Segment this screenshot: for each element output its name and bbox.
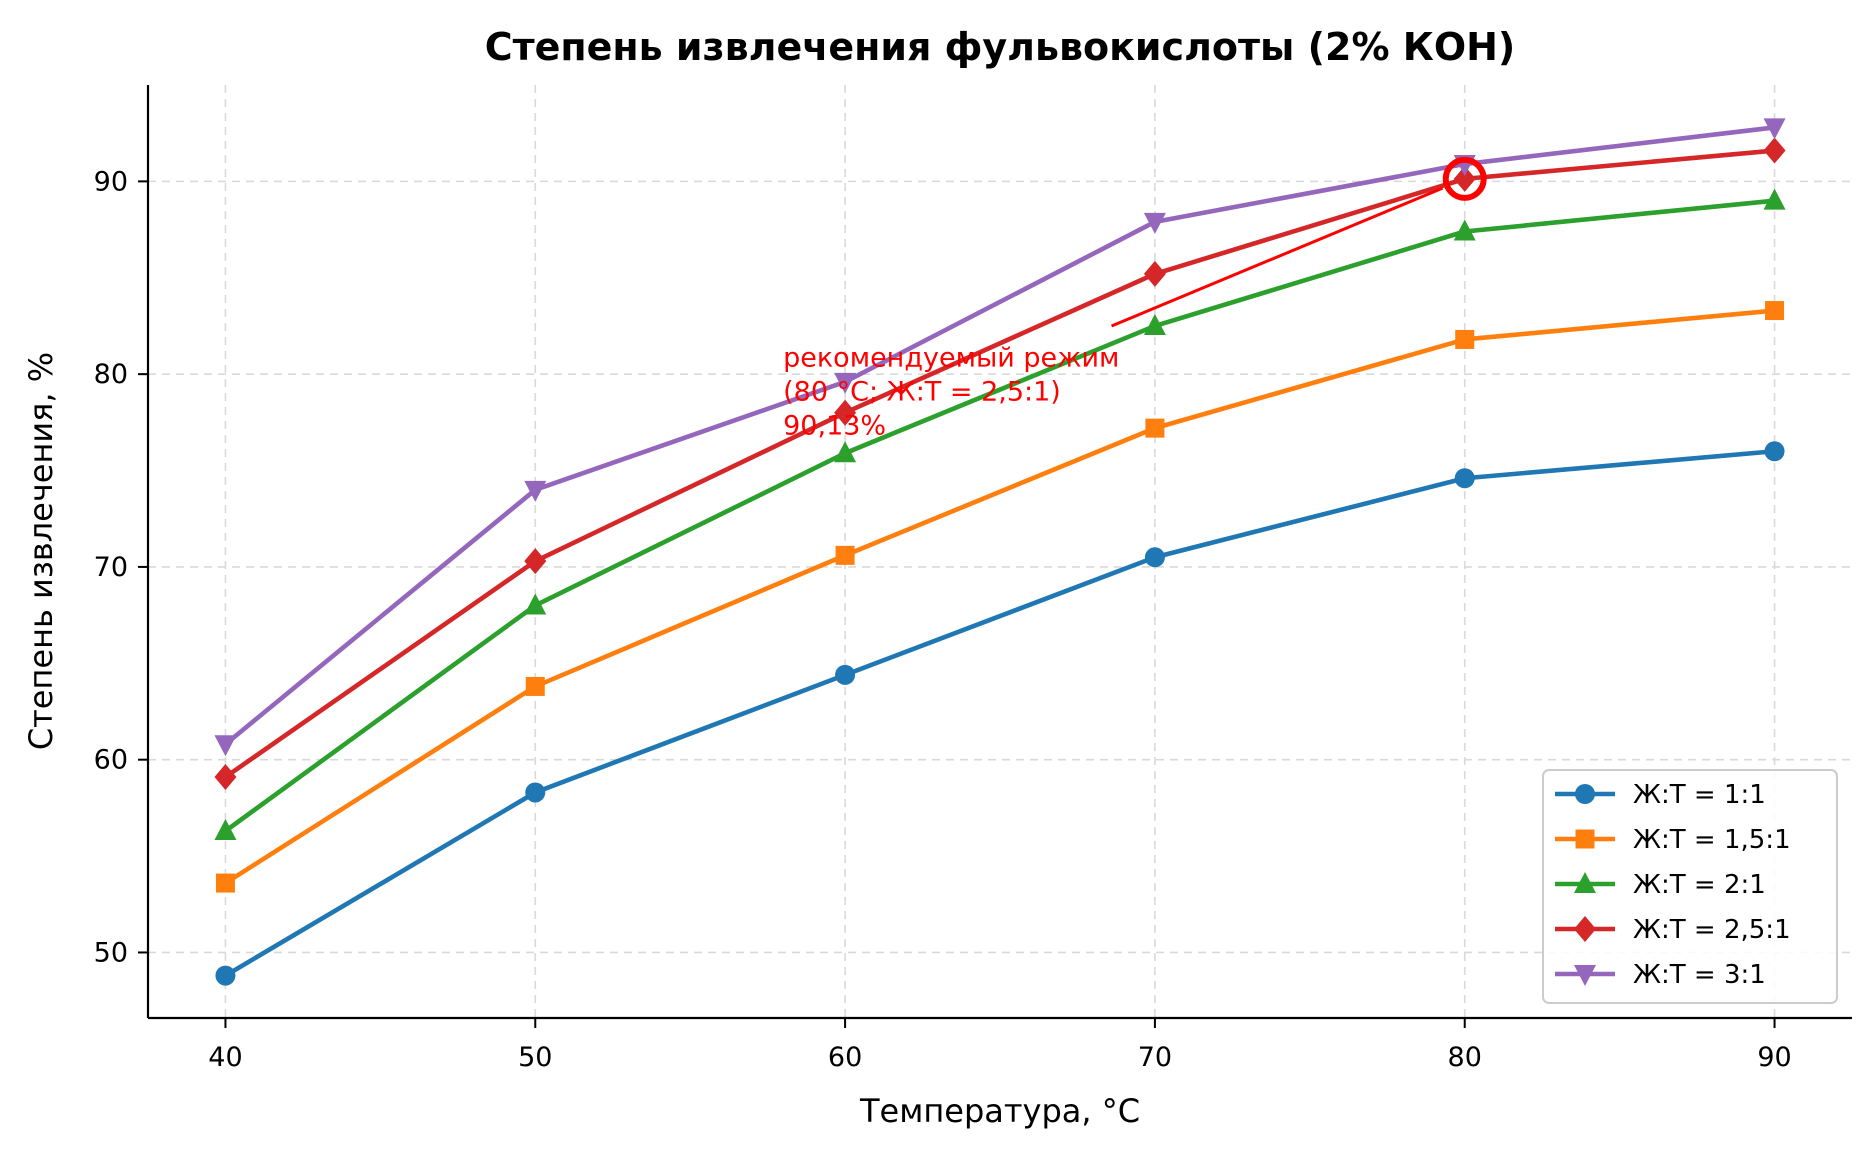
legend-marker [1575, 784, 1595, 804]
data-point [1763, 118, 1786, 140]
legend-label: Ж:Т = 2,5:1 [1633, 915, 1791, 945]
data-point [524, 593, 547, 615]
data-point [1143, 212, 1166, 234]
annotation-text: рекомендуемый режим [783, 342, 1119, 373]
chart-title: Степень извлечения фульвокислоты (2% КОН… [485, 25, 1516, 69]
data-point [835, 545, 855, 565]
data-point [1764, 441, 1785, 462]
legend-item: Ж:Т = 1:1 [1555, 780, 1766, 810]
data-point [1455, 329, 1475, 349]
data-point [214, 764, 237, 791]
legend-item: Ж:Т = 2:1 [1555, 870, 1766, 900]
data-point [834, 399, 857, 426]
x-tick-label: 80 [1448, 1042, 1482, 1073]
series-1 [215, 441, 1785, 986]
data-point [1765, 301, 1785, 321]
data-point [524, 548, 547, 575]
annotation-text: 90,13% [783, 410, 886, 441]
data-point [1143, 260, 1166, 287]
data-point [1763, 188, 1786, 210]
series-3 [214, 188, 1786, 841]
data-point [1453, 165, 1476, 192]
data-point [524, 480, 547, 502]
annotation-arrow [1110, 186, 1444, 328]
data-point [1143, 313, 1166, 335]
series-line [223, 125, 1777, 747]
y-axis-label: Степень извлечения, % [22, 352, 60, 750]
legend-marker [1575, 829, 1595, 849]
series-5 [214, 118, 1786, 757]
x-tick-label: 50 [518, 1042, 552, 1073]
y-tick-label: 60 [94, 745, 128, 776]
x-tick-label: 60 [828, 1042, 862, 1073]
data-point [214, 735, 237, 757]
annotation-text: (80 °C; Ж:Т = 2,5:1) [783, 376, 1061, 407]
y-tick-label: 80 [94, 359, 128, 390]
legend-box [1542, 769, 1838, 1004]
axes [146, 85, 1852, 1020]
data-point [1454, 468, 1475, 489]
legend-items: Ж:Т = 1:1 Ж:Т = 1,5:1 Ж:Т = 2:1 Ж:Т = 2,5:1… [1555, 780, 1791, 990]
legend-item: Ж:Т = 3:1 [1555, 960, 1766, 990]
x-axis-label: Температура, °C [859, 1092, 1140, 1130]
legend-label: Ж:Т = 2:1 [1633, 870, 1766, 900]
x-tick-label: 90 [1757, 1042, 1791, 1073]
highlight-circle [1442, 156, 1487, 201]
annotation: рекомендуемый режим(80 °C; Ж:Т = 2,5:1)9… [783, 156, 1487, 441]
legend-item: Ж:Т = 1,5:1 [1555, 825, 1791, 855]
data-point [525, 676, 545, 696]
y-tick-label: 90 [94, 166, 128, 197]
series-line [223, 448, 1777, 978]
legend-marker [1574, 916, 1596, 942]
data-point [1763, 137, 1786, 164]
legend-item: Ж:Т = 2,5:1 [1555, 915, 1791, 945]
data-point [834, 372, 857, 394]
series-4 [214, 137, 1786, 791]
legend-label: Ж:Т = 1,5:1 [1633, 825, 1791, 855]
y-tick-label: 50 [94, 937, 128, 968]
legend-marker [1574, 965, 1596, 986]
data-point [215, 965, 236, 986]
data-point [214, 819, 237, 841]
legend-label: Ж:Т = 3:1 [1633, 960, 1766, 990]
legend: Ж:Т = 1:1 Ж:Т = 1,5:1 Ж:Т = 2:1 Ж:Т = 2,5:1… [1542, 769, 1838, 1004]
data-point [525, 782, 546, 803]
data-point [215, 873, 235, 893]
series-line [223, 198, 1777, 834]
data-point [834, 441, 857, 463]
x-tick-label: 40 [208, 1042, 242, 1073]
series-line [223, 308, 1777, 886]
data-point [1145, 418, 1165, 438]
series-2 [215, 301, 1785, 893]
y-tick-label: 70 [94, 552, 128, 583]
x-tick-label: 70 [1138, 1042, 1172, 1073]
series [214, 118, 1786, 986]
legend-marker [1574, 872, 1596, 893]
data-point [1453, 219, 1476, 241]
data-point [835, 664, 856, 685]
series-line [223, 148, 1777, 780]
ticks: 40 50 60 70 80 90 50 60 70 80 90 [94, 166, 1792, 1073]
legend-label: Ж:Т = 1:1 [1633, 780, 1766, 810]
data-point [1144, 547, 1165, 568]
